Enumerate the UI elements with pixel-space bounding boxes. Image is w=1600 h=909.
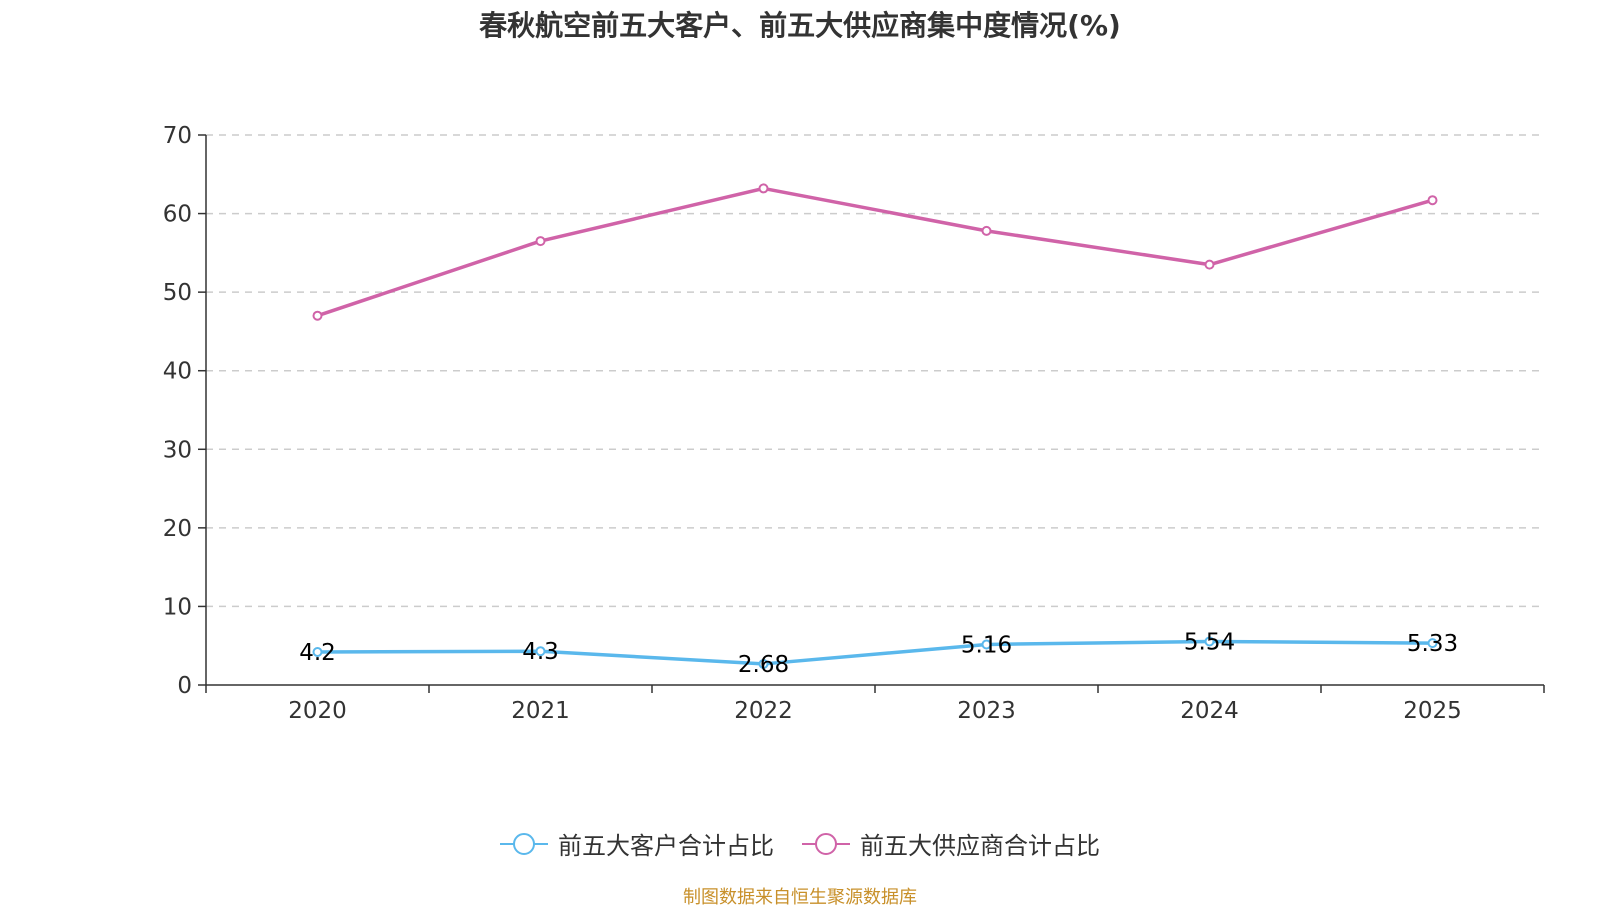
legend-label-customers: 前五大客户合计占比 (558, 832, 774, 860)
data-point (312, 310, 323, 321)
x-tick-label: 2025 (1403, 698, 1462, 724)
x-tick-label: 2022 (734, 698, 793, 724)
data-point (758, 183, 769, 194)
x-tick-label: 2020 (288, 698, 347, 724)
data-label: 4.3 (522, 639, 559, 665)
y-tick-label: 70 (163, 123, 192, 149)
y-tick-label: 20 (163, 516, 192, 542)
data-label: 5.54 (1184, 629, 1235, 655)
y-tick-label: 0 (177, 673, 192, 699)
data-point (981, 639, 992, 650)
y-tick-label: 30 (163, 437, 192, 463)
data-point (1204, 259, 1215, 270)
y-tick-label: 40 (163, 359, 192, 385)
y-tick-label: 60 (163, 202, 192, 228)
data-point (535, 236, 546, 247)
data-point (1427, 638, 1438, 649)
data-point (1427, 195, 1438, 206)
legend-item-customers[interactable]: 前五大客户合计占比 (500, 826, 774, 861)
x-tick-label: 2021 (511, 698, 570, 724)
data-label: 2.68 (738, 652, 789, 678)
data-label: 5.33 (1407, 631, 1458, 657)
data-label: 4.2 (299, 640, 336, 666)
data-point (1204, 636, 1215, 647)
data-point (312, 647, 323, 657)
data-label: 5.16 (961, 632, 1012, 658)
x-tick-label: 2023 (957, 698, 1016, 724)
legend: 前五大客户合计占比 前五大供应商合计占比 (0, 826, 1600, 861)
series-line-0 (317, 639, 1433, 666)
data-point (981, 225, 992, 236)
data-point (535, 646, 546, 657)
source-note: 制图数据来自恒生聚源数据库 (683, 887, 917, 908)
legend-marker-suppliers (802, 832, 850, 855)
data-point (758, 658, 769, 669)
chart-title: 春秋航空前五大客户、前五大供应商集中度情况(%) (479, 9, 1121, 42)
x-tick-label: 2024 (1180, 698, 1239, 724)
legend-label-suppliers: 前五大供应商合计占比 (860, 832, 1100, 860)
legend-item-suppliers[interactable]: 前五大供应商合计占比 (802, 826, 1100, 861)
y-tick-label: 50 (163, 280, 192, 306)
legend-marker-customers (500, 832, 548, 855)
series-line-1 (316, 186, 1433, 318)
y-tick-label: 10 (163, 594, 192, 620)
